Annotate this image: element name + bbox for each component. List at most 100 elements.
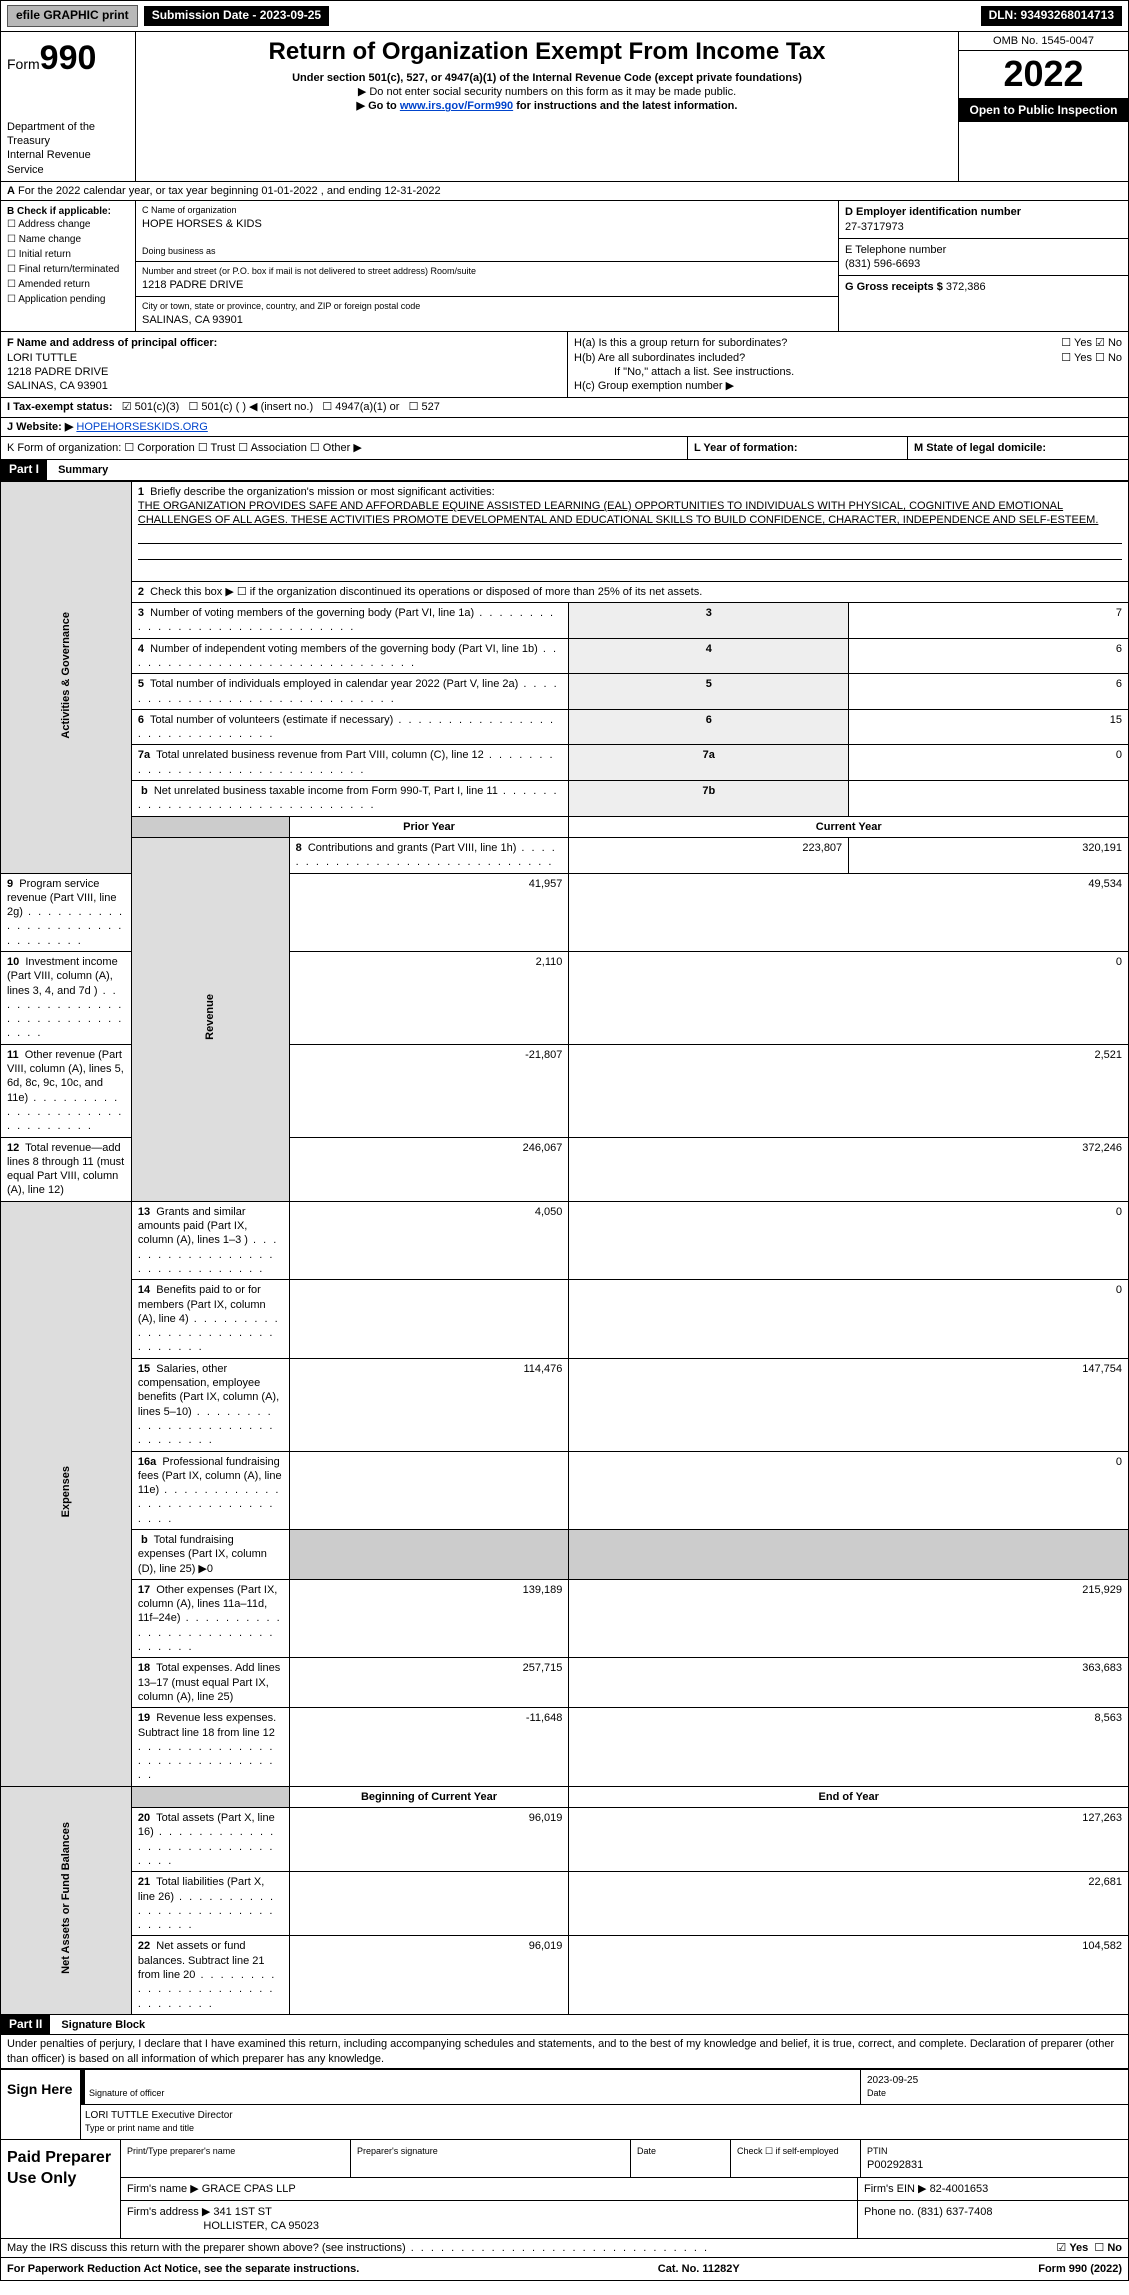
chk-501c[interactable] [188, 401, 201, 413]
firm-phone-label: Phone no. [864, 2206, 914, 2218]
gross-value: 372,386 [946, 281, 986, 293]
principal-officer: F Name and address of principal officer:… [1, 332, 568, 397]
side-revenue: Revenue [131, 837, 289, 1201]
form-subtitle: Under section 501(c), 527, or 4947(a)(1)… [142, 71, 952, 85]
chk-name-change[interactable]: Name change [7, 233, 129, 246]
dln-number: DLN: 93493268014713 [981, 6, 1122, 26]
org-info-block: B Check if applicable: Address change Na… [0, 201, 1129, 332]
officer-group-block: F Name and address of principal officer:… [0, 332, 1129, 398]
discuss-yes[interactable] [1056, 2242, 1069, 2254]
gov-row-7b: b Net unrelated business taxable income … [1, 781, 1129, 817]
ein-value: 27-3717973 [845, 221, 904, 233]
col-header-row: Prior Year Current Year [1, 816, 1129, 837]
paid-preparer-block: Paid Preparer Use Only Print/Type prepar… [0, 2140, 1129, 2238]
sign-here-label: Sign Here [1, 2070, 81, 2139]
tax-exempt-row: I Tax-exempt status: 501(c)(3) 501(c) ( … [0, 398, 1129, 417]
527-label: 527 [422, 401, 440, 413]
chk-4947[interactable] [322, 401, 335, 413]
goto-note: ▶ Go to www.irs.gov/Form990 for instruct… [142, 99, 952, 113]
mission-text: THE ORGANIZATION PROVIDES SAFE AND AFFOR… [138, 500, 1099, 526]
chk-application[interactable]: Application pending [7, 293, 129, 306]
officer-addr1: 1218 PADRE DRIVE [7, 366, 108, 378]
open-inspection: Open to Public Inspection [959, 99, 1128, 123]
ssn-note: ▶ Do not enter social security numbers o… [142, 85, 952, 99]
city-label: City or town, state or province, country… [142, 301, 832, 313]
part-i-header: Part I Summary [0, 460, 1129, 481]
signature-block: Sign Here Signature of officer 2023-09-2… [0, 2068, 1129, 2140]
check-applicable: B Check if applicable: Address change Na… [1, 201, 136, 331]
firm-phone: (831) 637-7408 [917, 2206, 992, 2218]
q1-label: Briefly describe the organization's miss… [150, 486, 494, 498]
check-b-header: B Check if applicable: [7, 206, 111, 217]
firm-addr1: 341 1ST ST [213, 2206, 272, 2218]
gov-row-4: 4 Number of independent voting members o… [1, 638, 1129, 674]
form-number: 990 [40, 39, 97, 77]
side-expenses: Expenses [1, 1201, 132, 1786]
irs-label: Internal Revenue Service [7, 148, 129, 177]
prep-self-label: Check ☐ if self-employed [737, 2146, 839, 2156]
year-formation: L Year of formation: [694, 442, 798, 454]
ptin-label: PTIN [867, 2146, 888, 2156]
form-header: Form990 Department of the Treasury Inter… [0, 32, 1129, 182]
ha-yes[interactable]: Yes [1061, 337, 1095, 349]
form-id-box: Form990 Department of the Treasury Inter… [1, 32, 136, 181]
top-bar: efile GRAPHIC print Submission Date - 20… [0, 0, 1129, 32]
sig-name-label: Type or print name and title [85, 2123, 194, 2133]
side-governance: Activities & Governance [1, 481, 132, 873]
firm-ein-label: Firm's EIN ▶ [864, 2183, 927, 2195]
line-a: A For the 2022 calendar year, or tax yea… [0, 182, 1129, 201]
chk-initial-return[interactable]: Initial return [7, 248, 129, 261]
gov-row-7a: 7a Total unrelated business revenue from… [1, 745, 1129, 781]
chk-address-change[interactable]: Address change [7, 218, 129, 231]
website-label: J Website: ▶ [7, 421, 73, 433]
gov-row-5: 5 Total number of individuals employed i… [1, 674, 1129, 710]
tax-year: 2022 [959, 51, 1128, 99]
officer-addr2: SALINAS, CA 93901 [7, 380, 108, 392]
org-name-address: C Name of organization HOPE HORSES & KID… [136, 201, 838, 331]
dba-label: Doing business as [142, 246, 832, 258]
chk-final-return[interactable]: Final return/terminated [7, 263, 129, 276]
irs-link[interactable]: www.irs.gov/Form990 [400, 100, 513, 112]
prep-name-label: Print/Type preparer's name [127, 2146, 235, 2156]
officer-name: LORI TUTTLE [7, 352, 77, 364]
line-a-text: For the 2022 calendar year, or tax year … [18, 185, 441, 197]
chk-527[interactable] [409, 401, 422, 413]
phone-value: (831) 596-6693 [845, 258, 920, 270]
part-i-title: Summary [50, 464, 108, 476]
goto-post: for instructions and the latest informat… [513, 100, 737, 112]
hb-no[interactable]: No [1095, 352, 1122, 364]
sig-name: LORI TUTTLE Executive Director [85, 2110, 233, 2121]
org-name: HOPE HORSES & KIDS [142, 217, 832, 231]
efile-badge: efile GRAPHIC print [7, 5, 138, 27]
declaration-text: Under penalties of perjury, I declare th… [0, 2035, 1129, 2068]
org-street: 1218 PADRE DRIVE [142, 278, 832, 292]
part-ii-title: Signature Block [53, 2019, 145, 2031]
ptin-value: P00292831 [867, 2159, 923, 2171]
part-ii-header: Part II Signature Block [0, 2015, 1129, 2036]
page-footer: For Paperwork Reduction Act Notice, see … [0, 2258, 1129, 2281]
website-link[interactable]: HOPEHORSESKIDS.ORG [76, 421, 207, 433]
chk-501c3[interactable] [122, 401, 135, 413]
ha-no[interactable]: No [1095, 337, 1122, 349]
current-year-hdr: Current Year [569, 816, 1129, 837]
hc-label: H(c) Group exemption number ▶ [574, 379, 1122, 393]
hb-note: If "No," attach a list. See instructions… [574, 365, 1122, 379]
discuss-no[interactable] [1094, 2242, 1107, 2254]
state-domicile: M State of legal domicile: [914, 442, 1046, 454]
form-title: Return of Organization Exempt From Incom… [142, 36, 952, 67]
chk-amended[interactable]: Amended return [7, 278, 129, 291]
officer-label: F Name and address of principal officer: [7, 337, 217, 349]
org-city: SALINAS, CA 93901 [142, 313, 832, 327]
ha-label: H(a) Is this a group return for subordin… [574, 337, 787, 349]
form-footer: Form 990 (2022) [1038, 2262, 1122, 2276]
submission-date: Submission Date - 2023-09-25 [144, 6, 329, 26]
prep-sig-label: Preparer's signature [357, 2146, 438, 2156]
firm-addr-label: Firm's address ▶ [127, 2206, 210, 2218]
dept-treasury: Department of the Treasury [7, 120, 129, 149]
end-year-hdr: End of Year [569, 1786, 1129, 1807]
hb-yes[interactable]: Yes [1061, 352, 1095, 364]
501c-label: 501(c) ( ) ◀ (insert no.) [201, 401, 313, 413]
501c3-label: 501(c)(3) [135, 401, 180, 413]
omb-number: OMB No. 1545-0047 [959, 32, 1128, 51]
q2-label: Check this box ▶ ☐ if the organization d… [150, 586, 702, 598]
